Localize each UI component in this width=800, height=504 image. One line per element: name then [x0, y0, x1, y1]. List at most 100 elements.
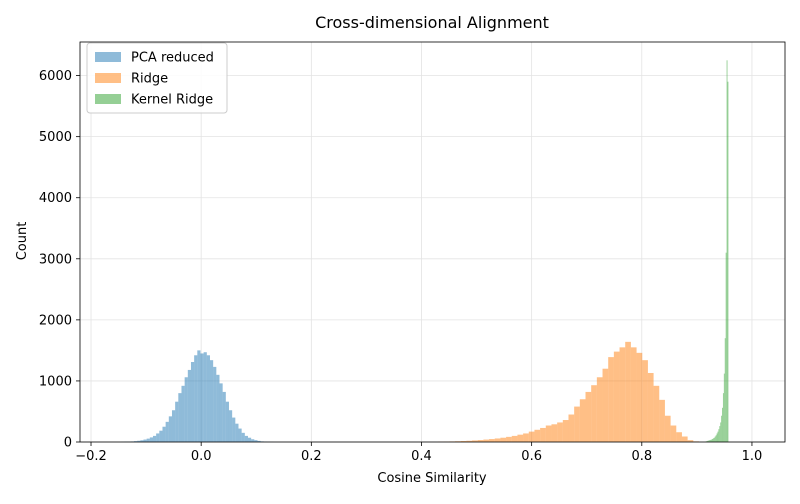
legend-label: Ridge	[131, 72, 168, 87]
histogram-bar	[712, 439, 713, 442]
histogram-bar	[226, 402, 229, 442]
histogram-bar	[232, 418, 235, 442]
histogram-bar	[724, 374, 725, 442]
histogram-bar	[586, 392, 592, 442]
histogram-bar	[506, 437, 512, 442]
histogram-bar	[175, 402, 178, 442]
histogram-bar	[223, 392, 226, 442]
y-tick-label: 4000	[39, 191, 72, 206]
histogram-bar	[540, 428, 546, 442]
x-tick-label: 0.4	[411, 449, 432, 464]
legend-swatch	[95, 94, 121, 104]
y-tick-label: 5000	[39, 130, 72, 145]
histogram-bar	[188, 370, 191, 442]
histogram-bar	[210, 360, 213, 442]
histogram-bar	[715, 437, 716, 442]
histogram-bar	[534, 430, 540, 442]
histogram-bar	[727, 60, 728, 442]
histogram-bar	[716, 435, 717, 442]
histogram-bar	[147, 439, 150, 442]
histogram-bar	[523, 433, 529, 442]
histogram-bar	[648, 373, 654, 442]
legend-label: PCA reduced	[131, 51, 214, 66]
histogram-bar	[248, 438, 251, 442]
x-ticks: −0.2 0.0 0.2 0.4 0.6 0.8 1.0	[75, 442, 762, 464]
histogram-bar	[529, 432, 535, 442]
histogram-bar	[245, 436, 248, 442]
histogram-bar	[718, 432, 719, 442]
histogram-bar	[169, 416, 172, 442]
histogram-bar	[580, 399, 586, 442]
histogram-bar	[671, 426, 677, 442]
histogram-bar	[726, 253, 727, 442]
histogram-bar	[242, 433, 245, 442]
histogram-bar	[150, 437, 153, 442]
histogram-bar	[642, 360, 648, 442]
x-tick-label: 1.0	[742, 449, 763, 464]
histogram-bar	[637, 353, 643, 442]
histogram-bar	[727, 82, 728, 442]
histogram-bar	[614, 352, 620, 442]
x-tick-label: 0.8	[631, 449, 652, 464]
histogram-bar	[563, 420, 569, 442]
legend-label: Kernel Ridge	[131, 93, 213, 108]
y-axis-label: Count	[15, 222, 30, 261]
legend-swatch	[95, 73, 121, 83]
histogram-bar	[568, 415, 574, 442]
histogram-bar	[500, 438, 506, 442]
histogram-bar	[717, 433, 718, 442]
x-axis-label: Cosine Similarity	[377, 471, 487, 486]
histogram-bar	[676, 432, 682, 442]
histogram-bar	[719, 426, 720, 442]
histogram-bar	[238, 429, 241, 442]
histogram-bar	[197, 350, 200, 442]
histogram-bar	[625, 342, 631, 442]
histogram-bar	[591, 385, 597, 442]
histogram-bar	[722, 408, 723, 442]
series-pca-reduced	[121, 350, 273, 442]
histogram-bar	[654, 386, 660, 442]
histogram-bar	[620, 347, 626, 442]
histogram-bar	[659, 400, 665, 442]
histogram-bar	[219, 383, 222, 442]
histogram-bar	[194, 355, 197, 442]
histogram-bar	[546, 426, 552, 442]
histogram-bar	[216, 375, 219, 442]
bars-layer	[121, 60, 728, 442]
histogram-bar	[495, 438, 501, 442]
histogram-bar	[723, 393, 724, 442]
histogram-bar	[185, 377, 188, 442]
histogram-bar	[178, 393, 181, 442]
histogram-bar	[162, 427, 165, 442]
y-tick-label: 0	[64, 436, 72, 451]
histogram-bar	[204, 352, 207, 442]
histogram-bar	[166, 422, 169, 442]
legend: PCA reduced Ridge Kernel Ridge	[87, 43, 227, 113]
histogram-bar	[725, 338, 726, 442]
x-tick-label: 0.2	[301, 449, 322, 464]
histogram-bar	[631, 347, 637, 442]
histogram-bar	[721, 416, 722, 442]
histogram-bar	[574, 407, 580, 442]
histogram-bar	[557, 422, 563, 442]
histogram-bar	[235, 424, 238, 442]
x-tick-label: 0.0	[191, 449, 212, 464]
y-tick-label: 1000	[39, 374, 72, 389]
histogram-bar	[665, 416, 671, 442]
histogram-bar	[603, 369, 609, 442]
y-tick-label: 6000	[39, 69, 72, 84]
histogram-bar	[200, 353, 203, 442]
histogram-bar	[207, 355, 210, 442]
histogram-bar	[191, 362, 194, 442]
histogram-bar	[153, 436, 156, 442]
x-tick-label: 0.6	[521, 449, 542, 464]
histogram-bar	[159, 431, 162, 442]
chart-title: Cross-dimensional Alignment	[315, 13, 549, 32]
histogram-bar	[714, 438, 715, 442]
histogram-bar	[489, 439, 495, 442]
x-tick-label: −0.2	[75, 449, 107, 464]
histogram-bar	[597, 377, 603, 442]
